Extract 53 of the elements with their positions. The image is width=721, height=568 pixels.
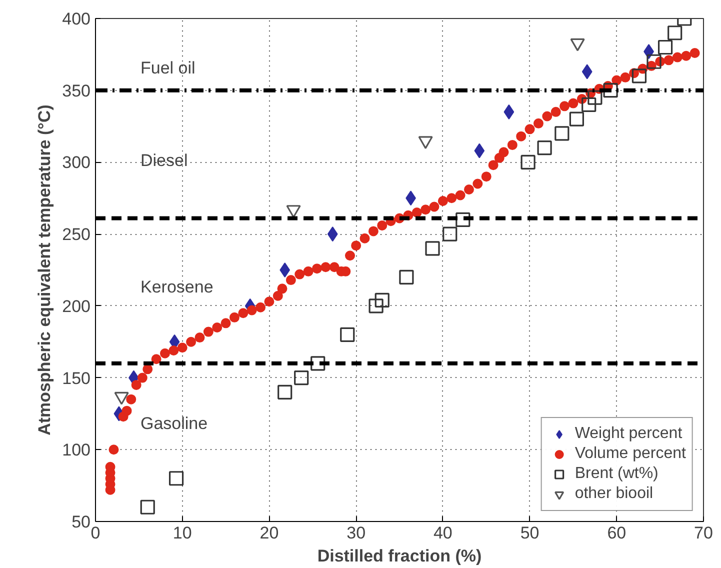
y-tick-label: 150 xyxy=(62,368,91,388)
y-tick-label: 400 xyxy=(62,10,91,28)
y-axis-title: Atmospheric equivalent temperature (°C) xyxy=(35,104,54,436)
point xyxy=(474,143,485,158)
y-tick-label: 350 xyxy=(62,81,91,100)
point xyxy=(456,212,470,227)
y-tick-label: 200 xyxy=(62,296,91,316)
x-tick-label: 50 xyxy=(520,524,540,542)
x-tick-label: 60 xyxy=(607,524,626,542)
point xyxy=(399,270,414,284)
point xyxy=(569,112,584,126)
point xyxy=(442,226,458,242)
annotation: Gasoline xyxy=(140,414,208,434)
x-axis-title: Distilled fraction (%) xyxy=(317,546,482,566)
y-tick-label: 300 xyxy=(62,153,91,172)
point xyxy=(582,64,592,80)
point xyxy=(425,241,440,256)
point xyxy=(310,356,326,371)
x-tick-label: 30 xyxy=(346,524,366,542)
x-tick-label: 0 xyxy=(90,524,100,542)
y-tick-label: 250 xyxy=(62,225,91,244)
x-tick-label: 10 xyxy=(172,524,192,542)
point xyxy=(504,104,514,120)
legend-label: Volume percent xyxy=(574,444,686,464)
point xyxy=(368,298,384,314)
point xyxy=(554,126,570,141)
point xyxy=(278,384,292,400)
point xyxy=(582,97,596,112)
x-tick-label: 20 xyxy=(260,524,279,542)
legend-label: other biooil xyxy=(574,484,654,504)
x-tick-label: 70 xyxy=(694,524,713,542)
annotation: Kerosene xyxy=(140,278,214,297)
legend-label: Brent (wt%) xyxy=(574,464,658,484)
y-tick-label: 100 xyxy=(62,440,91,460)
point xyxy=(294,370,309,386)
point xyxy=(588,90,602,105)
point xyxy=(140,500,155,514)
point xyxy=(168,471,184,486)
x-tick-label: 40 xyxy=(433,524,452,542)
point xyxy=(327,226,338,242)
point xyxy=(668,26,682,40)
point xyxy=(374,292,390,308)
point xyxy=(658,40,673,55)
point xyxy=(280,262,290,278)
point xyxy=(340,327,355,342)
annotation: Fuel oil xyxy=(140,58,196,78)
point xyxy=(646,54,662,69)
legend-label: Weight percent xyxy=(574,424,682,444)
point xyxy=(603,83,618,98)
point xyxy=(537,140,552,156)
annotation: Diesel xyxy=(140,151,188,170)
point xyxy=(520,154,536,170)
point xyxy=(632,68,647,84)
